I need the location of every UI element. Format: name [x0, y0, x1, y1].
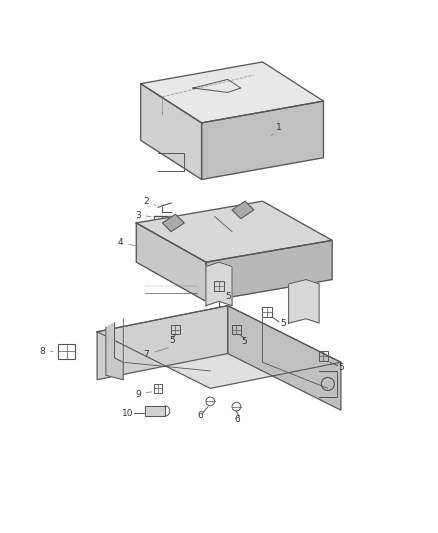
Polygon shape	[97, 305, 341, 389]
Text: 6: 6	[198, 411, 204, 420]
Text: 4: 4	[118, 238, 138, 247]
Text: 2: 2	[143, 197, 155, 206]
Text: 10: 10	[122, 409, 133, 418]
Polygon shape	[106, 323, 123, 379]
Polygon shape	[141, 62, 323, 123]
Text: 7: 7	[144, 348, 169, 359]
Text: 6: 6	[235, 415, 240, 424]
Text: 5: 5	[169, 336, 175, 345]
Text: 5: 5	[280, 319, 286, 328]
Polygon shape	[289, 279, 319, 323]
Polygon shape	[136, 223, 206, 301]
Text: 8: 8	[39, 347, 53, 356]
Text: 5: 5	[242, 337, 247, 346]
Polygon shape	[206, 262, 232, 305]
Polygon shape	[206, 240, 332, 301]
Polygon shape	[97, 305, 228, 379]
Text: 5: 5	[339, 363, 344, 372]
Polygon shape	[201, 101, 323, 180]
Polygon shape	[228, 305, 341, 410]
Polygon shape	[232, 201, 254, 219]
Polygon shape	[136, 201, 332, 262]
Text: 5: 5	[225, 293, 230, 302]
Text: 9: 9	[135, 390, 152, 399]
Text: 3: 3	[135, 211, 151, 220]
Polygon shape	[141, 84, 201, 180]
Polygon shape	[145, 406, 165, 416]
Text: 1: 1	[271, 123, 281, 136]
Polygon shape	[162, 214, 184, 232]
